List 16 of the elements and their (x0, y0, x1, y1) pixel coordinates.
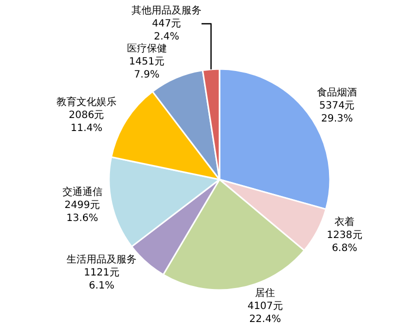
slice-label: 居住 (255, 288, 276, 299)
slice-label: 交通通信 (62, 186, 102, 198)
data-label: 1238元 6.8% (326, 230, 362, 254)
slice-label: 衣着 (334, 216, 355, 228)
data-label: 1121元 6.1% (84, 268, 120, 292)
slice-label: 教育文化娱乐 (56, 96, 117, 108)
slice-label: 其他用品及服务 (132, 4, 202, 17)
data-label: 2086元 11.4% (68, 110, 104, 134)
slice-label: 食品烟酒 (317, 86, 358, 99)
data-label: 5374元 29.3% (319, 100, 355, 125)
slice-label: 生活用品及服务 (66, 254, 137, 266)
slice-label: 医疗保健 (126, 42, 167, 55)
data-label: 2499元 13.6% (64, 200, 100, 224)
data-label: 4107元 22.4% (247, 300, 283, 325)
data-label: 447元 2.4% (152, 18, 182, 43)
data-label: 1451元 7.9% (129, 56, 164, 81)
